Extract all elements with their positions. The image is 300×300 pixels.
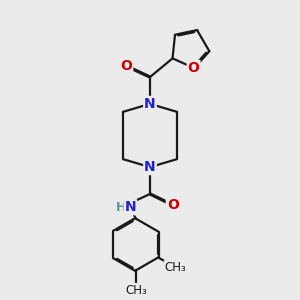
Text: N: N [144,97,156,111]
Text: CH₃: CH₃ [125,284,147,296]
Text: N: N [144,160,156,174]
Text: O: O [188,61,200,75]
Text: H: H [116,201,127,214]
Text: N: N [124,200,136,214]
Text: O: O [167,198,179,212]
Text: O: O [120,59,132,73]
Text: CH₃: CH₃ [164,261,186,274]
